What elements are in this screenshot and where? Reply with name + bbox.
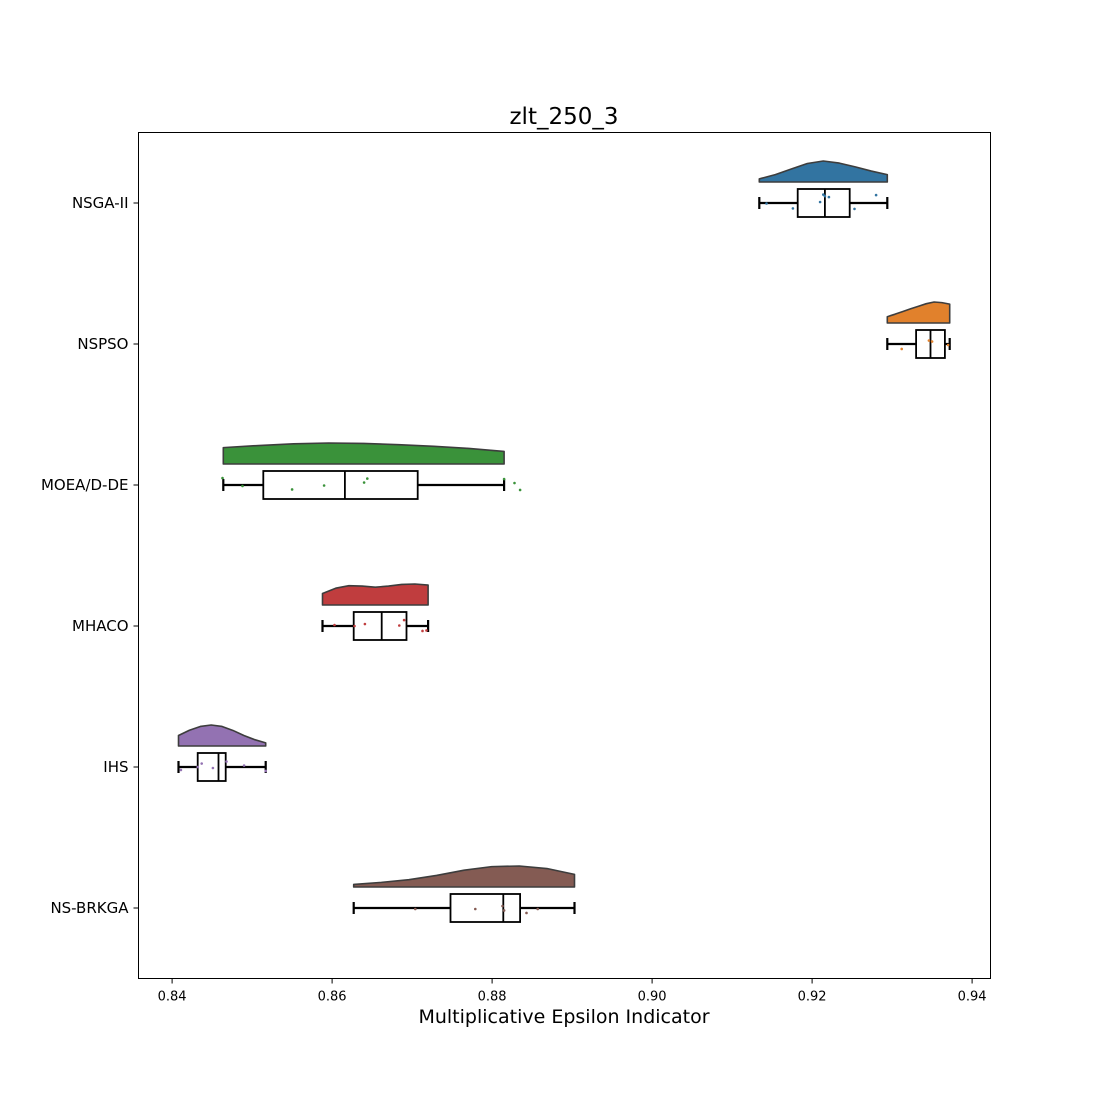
plot-frame — [138, 132, 991, 979]
data-point — [366, 477, 369, 480]
data-point — [827, 195, 831, 199]
data-point — [518, 488, 522, 492]
y-axis: NSGA-II NSPSO MOEA/D-DE MHACO IHS NS-BRKGA — [41, 194, 139, 917]
data-point — [823, 194, 827, 198]
x-axis: 0.84 0.86 0.88 0.90 0.92 0.94 — [158, 978, 987, 1005]
cloud — [321, 583, 429, 606]
data-point — [502, 909, 506, 912]
data-point — [525, 911, 528, 915]
series-nsga-ii — [758, 160, 889, 218]
data-point — [353, 624, 356, 628]
x-tick-label: 0.88 — [478, 990, 507, 1005]
series-ihs — [177, 724, 268, 782]
data-point — [242, 764, 246, 767]
data-point — [900, 347, 903, 351]
cloud — [886, 301, 951, 324]
x-tick-label: 0.94 — [958, 990, 987, 1005]
cloud — [758, 160, 889, 183]
x-tick-label: 0.90 — [638, 990, 667, 1005]
chart-title: zlt_250_3 — [509, 104, 618, 130]
data-point — [414, 907, 417, 911]
data-point — [927, 339, 931, 342]
data-point — [474, 907, 477, 911]
series-nspso — [886, 301, 951, 359]
series-moea-d-de — [221, 442, 522, 500]
y-tick-label: IHS — [103, 758, 128, 776]
data-point — [333, 623, 336, 627]
y-tick-label: NSPSO — [77, 335, 128, 353]
data-point — [398, 624, 401, 627]
data-point — [241, 484, 244, 488]
x-axis-label: Multiplicative Epsilon Indicator — [418, 1006, 709, 1028]
data-point — [501, 904, 504, 908]
data-point — [179, 768, 183, 772]
data-point — [513, 481, 516, 485]
y-tick-label: NS-BRKGA — [50, 899, 129, 917]
cloud — [222, 442, 505, 465]
y-tick-label: MHACO — [72, 617, 129, 635]
data-point — [225, 760, 228, 763]
series-ns-brkga — [352, 865, 576, 923]
cloud — [352, 865, 576, 888]
data-point — [362, 481, 366, 484]
data-point — [264, 769, 268, 773]
data-point — [221, 476, 224, 480]
box — [196, 752, 227, 782]
data-point — [322, 484, 326, 487]
data-point — [402, 618, 406, 622]
data-point — [200, 762, 203, 765]
data-point — [853, 207, 856, 211]
x-tick-label: 0.92 — [798, 990, 827, 1005]
plot-area — [177, 160, 951, 923]
box — [796, 188, 851, 218]
data-point — [211, 766, 215, 770]
data-point — [425, 629, 428, 632]
data-point — [421, 629, 424, 633]
y-tick-label: MOEA/D-DE — [41, 476, 129, 494]
series-mhaco — [321, 583, 430, 641]
data-point — [818, 200, 822, 204]
x-tick-label: 0.84 — [158, 990, 187, 1005]
data-point — [791, 207, 795, 210]
box — [262, 470, 419, 500]
data-point — [930, 340, 934, 343]
data-point — [536, 907, 539, 911]
data-point — [874, 193, 878, 197]
data-point — [290, 488, 294, 491]
box — [449, 893, 521, 923]
data-point — [363, 622, 367, 626]
data-point — [946, 343, 950, 347]
data-point — [196, 765, 199, 769]
data-point — [502, 477, 506, 481]
cloud — [177, 724, 267, 747]
y-tick-label: NSGA-II — [72, 194, 129, 212]
x-tick-label: 0.86 — [318, 990, 347, 1005]
data-point — [765, 202, 768, 205]
